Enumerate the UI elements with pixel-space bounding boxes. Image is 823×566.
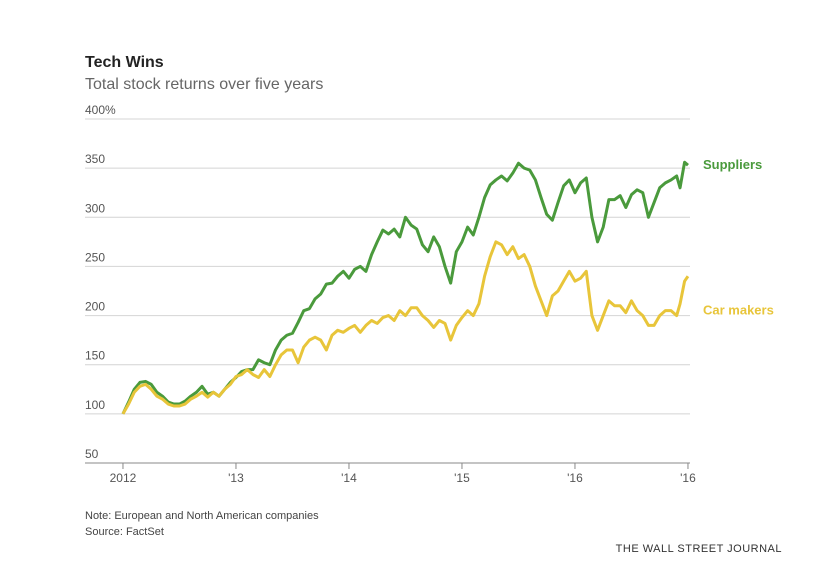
x-tick-label: '16	[680, 471, 696, 485]
x-tick-label: '15	[454, 471, 470, 485]
y-tick-label: 400%	[85, 103, 116, 117]
y-tick-label: 50	[85, 447, 99, 461]
x-tick-label: '16	[567, 471, 583, 485]
credit: THE WALL STREET JOURNAL	[616, 543, 782, 555]
source: Source: FactSet	[85, 526, 164, 538]
x-tick-label: 2012	[110, 471, 137, 485]
y-tick-label: 100	[85, 398, 105, 412]
legend-label: Suppliers	[703, 157, 762, 172]
line	[121, 240, 690, 415]
legend-label: Car makers	[703, 302, 774, 317]
y-tick-label: 150	[85, 349, 105, 363]
chart-title: Tech Wins	[85, 54, 164, 71]
note: Note: European and North American compan…	[85, 510, 319, 522]
y-tick-label: 350	[85, 152, 105, 166]
x-tick-label: '13	[228, 471, 244, 485]
y-tick-label: 200	[85, 300, 105, 314]
x-tick-label: '14	[341, 471, 357, 485]
chart-subtitle: Total stock returns over five years	[85, 76, 323, 93]
y-tick-label: 250	[85, 250, 105, 264]
line	[121, 160, 689, 415]
y-tick-label: 300	[85, 201, 105, 215]
